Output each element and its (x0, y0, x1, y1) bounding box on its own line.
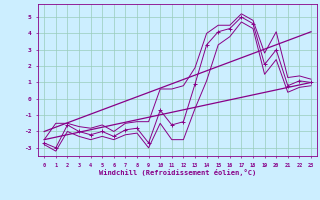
X-axis label: Windchill (Refroidissement éolien,°C): Windchill (Refroidissement éolien,°C) (99, 169, 256, 176)
